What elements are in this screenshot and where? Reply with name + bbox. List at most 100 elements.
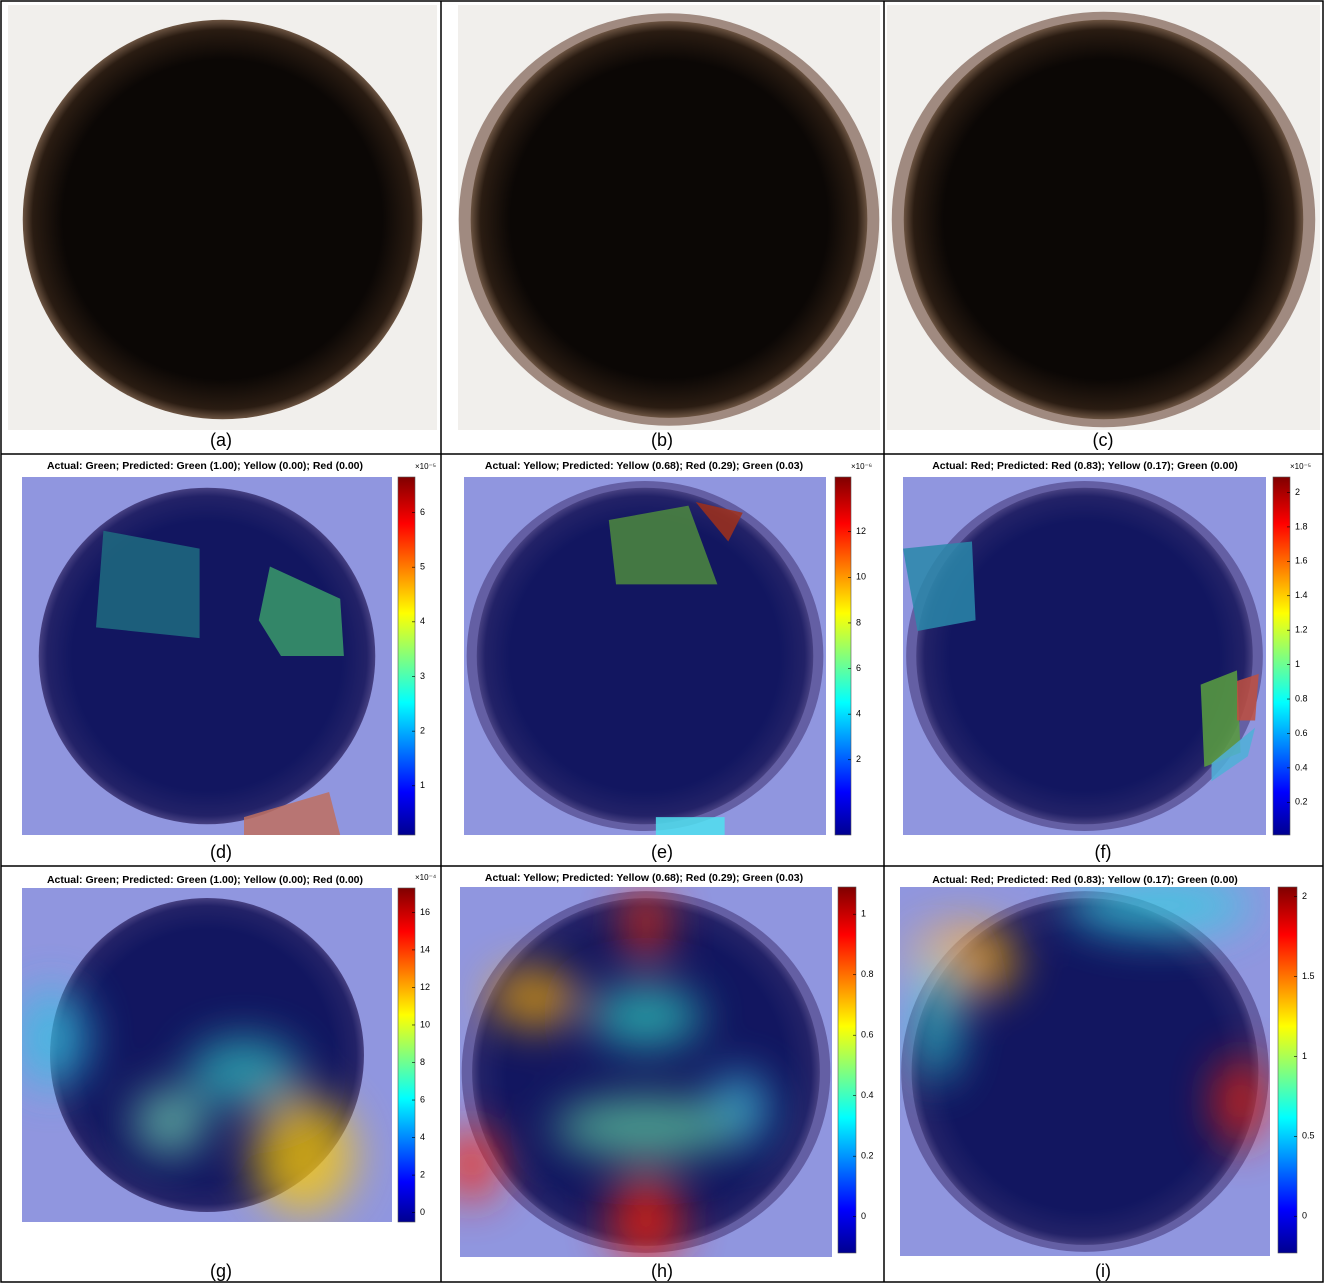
- heat-blob: [15, 988, 89, 1088]
- heat-blob: [915, 950, 959, 1083]
- colorbar-tick-label: 4: [420, 616, 425, 626]
- panel-image: [441, 887, 832, 1264]
- colorbar-tick-label: 3: [420, 671, 425, 681]
- image-content: [464, 477, 826, 835]
- colorbar-tick-label: 0.5: [1302, 1131, 1315, 1141]
- colorbar-tick-label: 0.8: [1295, 693, 1308, 703]
- colorbar: [398, 477, 415, 835]
- colorbar-tick-label: 6: [420, 1094, 425, 1104]
- sample-disc: [23, 20, 423, 420]
- panel-image: [887, 5, 1320, 430]
- image-content: [458, 5, 880, 430]
- colorbar-tick-label: 0: [420, 1207, 425, 1217]
- colorbar-tick-label: 12: [420, 982, 430, 992]
- colorbar-tick-label: 10: [856, 572, 866, 582]
- image-content: [15, 888, 392, 1222]
- colorbar-tick-label: 0.4: [861, 1090, 874, 1100]
- caption: (a): [210, 430, 232, 450]
- panel-image: [22, 477, 392, 835]
- image-content: [22, 477, 392, 835]
- heat-blob: [490, 968, 579, 1027]
- panel-title: Actual: Yellow; Predicted: Yellow (0.68)…: [485, 460, 803, 472]
- heat-blob: [553, 1098, 739, 1157]
- colorbar-tick-label: 6: [856, 663, 861, 673]
- colorbar-exponent: ×10⁻⁵: [1290, 462, 1311, 471]
- colorbar-tick-label: 1.6: [1295, 556, 1308, 566]
- figure: (a) (b) (c) (d) Actual: Green; Predicted: Gr…: [0, 0, 1324, 1283]
- panel-image: [903, 477, 1266, 835]
- colorbar-tick-label: 6: [420, 507, 425, 517]
- colorbar: [1273, 477, 1290, 835]
- caption: (h): [651, 1261, 673, 1281]
- colorbar-tick-label: 0: [1302, 1211, 1307, 1221]
- panel-title: Actual: Red; Predicted: Red (0.83); Yell…: [932, 460, 1238, 472]
- heat-blob: [251, 1095, 355, 1215]
- image-content: [900, 876, 1270, 1256]
- sample-disc: [471, 21, 868, 418]
- caption: (e): [651, 842, 673, 862]
- panel-title: Actual: Yellow; Predicted: Yellow (0.68)…: [485, 872, 803, 884]
- caption: (c): [1093, 430, 1114, 450]
- colorbar-tick-label: 4: [856, 709, 861, 719]
- panel-image: [900, 876, 1270, 1256]
- colorbar-tick-label: 1: [420, 780, 425, 790]
- colorbar-tick-label: 0.2: [1295, 797, 1308, 807]
- panel-title: Actual: Green; Predicted: Green (1.00); …: [47, 460, 363, 472]
- caption: (d): [210, 842, 232, 862]
- panel-title: Actual: Green; Predicted: Green (1.00); …: [47, 874, 363, 886]
- colorbar-tick-label: 0.8: [861, 969, 874, 979]
- colorbar-tick-label: 10: [420, 1019, 430, 1029]
- panel-image: [8, 5, 437, 430]
- heat-blob: [133, 1088, 207, 1155]
- colorbar-tick-label: 0.4: [1295, 762, 1308, 772]
- segment: [1237, 674, 1259, 721]
- caption: (f): [1095, 842, 1112, 862]
- heat-blob: [624, 887, 669, 961]
- colorbar-tick-label: 1.8: [1295, 521, 1308, 531]
- colorbar-tick-label: 1: [1295, 659, 1300, 669]
- colorbar-tick-label: 0.6: [1295, 728, 1308, 738]
- panel-title: Actual: Red; Predicted: Red (0.83); Yell…: [932, 874, 1238, 886]
- colorbar-tick-label: 16: [420, 907, 430, 917]
- image-content: [887, 5, 1320, 430]
- colorbar-tick-label: 0.2: [861, 1151, 874, 1161]
- colorbar-tick-label: 5: [420, 562, 425, 572]
- colorbar-tick-label: 8: [420, 1057, 425, 1067]
- colorbar-tick-label: 1.5: [1302, 971, 1315, 981]
- segment: [656, 817, 725, 835]
- colorbar-tick-label: 8: [856, 617, 861, 627]
- caption: (i): [1095, 1261, 1111, 1281]
- colorbar: [1278, 887, 1297, 1253]
- colorbar-tick-label: 1.2: [1295, 625, 1308, 635]
- panel-image: [15, 888, 392, 1222]
- colorbar-tick-label: 0: [861, 1211, 866, 1221]
- heat-blob: [189, 1038, 300, 1105]
- colorbar-tick-label: 2: [1295, 487, 1300, 497]
- colorbar-exponent: ×10⁻⁵: [415, 462, 436, 471]
- colorbar-tick-label: 14: [420, 944, 430, 954]
- panel-image: [464, 477, 826, 835]
- colorbar-tick-label: 4: [420, 1132, 425, 1142]
- segment: [96, 531, 200, 638]
- colorbar-exponent: ×10⁻⁶: [851, 462, 872, 471]
- colorbar: [835, 477, 851, 835]
- heat-blob: [1215, 1057, 1267, 1146]
- image-content: [8, 5, 437, 430]
- colorbar-tick-label: 1: [1302, 1051, 1307, 1061]
- heat-blob: [441, 1128, 501, 1202]
- colorbar-exponent: ×10⁻⁴: [415, 873, 437, 882]
- colorbar: [838, 887, 856, 1253]
- colorbar-tick-label: 1.4: [1295, 590, 1308, 600]
- image-content: [441, 887, 832, 1264]
- colorbar: [398, 888, 415, 1222]
- sample-disc: [904, 20, 1304, 420]
- caption: (b): [651, 430, 673, 450]
- page: (a) (b) (c) (d) Actual: Green; Predicted: Gr…: [0, 0, 1324, 1283]
- colorbar-tick-label: 0.6: [861, 1030, 874, 1040]
- image-content: [903, 477, 1266, 835]
- colorbar-tick-label: 2: [420, 1169, 425, 1179]
- colorbar-tick-label: 12: [856, 526, 866, 536]
- colorbar-tick-label: 2: [420, 726, 425, 736]
- caption: (g): [210, 1261, 232, 1281]
- colorbar-tick-label: 2: [1302, 891, 1307, 901]
